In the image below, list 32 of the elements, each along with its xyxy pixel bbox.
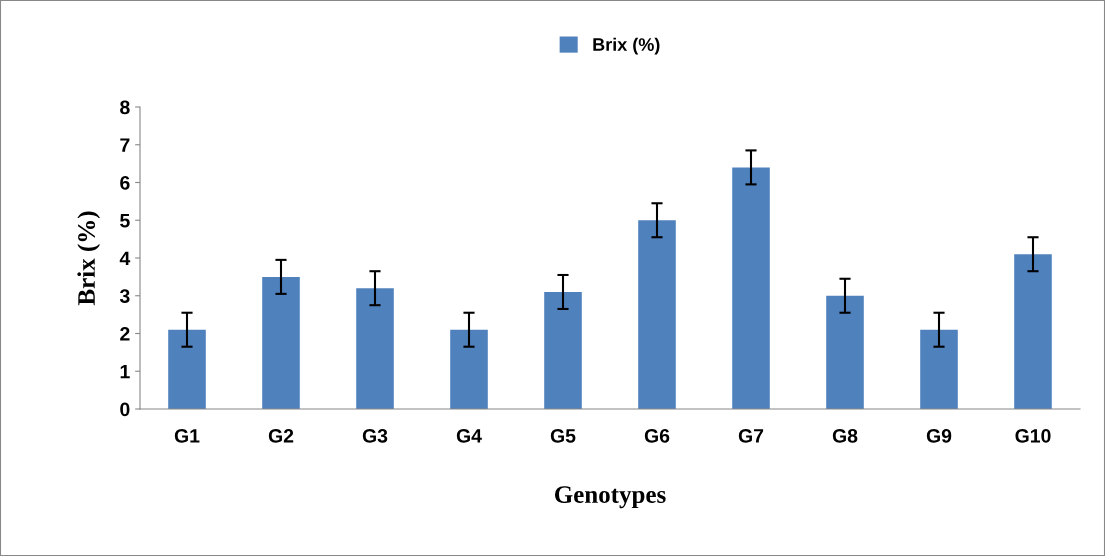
y-tick-label: 2 xyxy=(120,326,130,341)
legend-label: Brix (%) xyxy=(593,37,660,55)
y-tick-label: 7 xyxy=(120,138,130,152)
bar xyxy=(1014,254,1052,409)
y-tick-label: 4 xyxy=(119,251,131,266)
y-tick-label: 1 xyxy=(120,364,130,379)
bar xyxy=(450,329,488,409)
y-tick-label: 0 xyxy=(120,402,130,417)
y-axis-title: Brix (%) xyxy=(77,211,101,306)
bar xyxy=(544,291,582,409)
y-tick-label: 3 xyxy=(119,289,130,304)
x-tick-label: G10 xyxy=(1015,428,1051,443)
x-tick-label: G2 xyxy=(268,428,294,443)
x-tick-label: G8 xyxy=(832,428,858,443)
bar xyxy=(732,167,770,409)
x-tick-label: G5 xyxy=(550,428,576,443)
x-tick-label: G3 xyxy=(362,428,388,443)
x-tick-label: G7 xyxy=(738,428,764,443)
bar xyxy=(356,288,394,409)
bar xyxy=(638,220,676,409)
x-tick-label: G9 xyxy=(926,428,952,443)
x-tick-label: G6 xyxy=(644,428,670,443)
bar xyxy=(920,329,958,409)
y-tick-label: 5 xyxy=(120,213,130,228)
x-tick-label: G1 xyxy=(174,428,200,443)
x-axis-title: Genotypes xyxy=(554,486,666,509)
y-tick-label: 6 xyxy=(120,175,130,190)
y-tick-label: 8 xyxy=(120,100,130,115)
x-tick-label: G4 xyxy=(456,428,482,443)
bar xyxy=(168,329,206,409)
bar xyxy=(826,295,864,409)
bar xyxy=(262,276,300,409)
